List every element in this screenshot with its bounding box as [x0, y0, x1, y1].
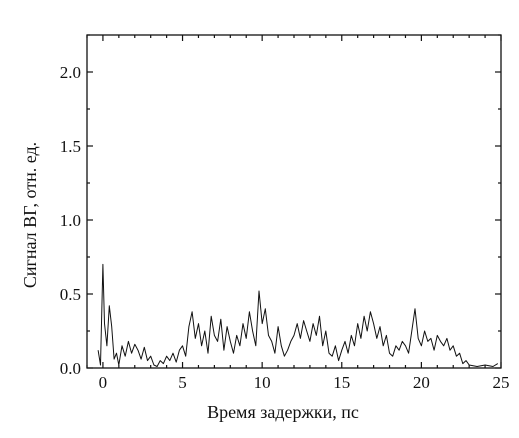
x-tick-label: 25: [493, 373, 510, 392]
x-tick-label: 0: [99, 373, 108, 392]
y-tick-label: 2.0: [60, 63, 81, 82]
x-tick-label: 20: [413, 373, 430, 392]
plot-frame: [86, 34, 502, 369]
y-axis-title: Сигнал ВГ, отн. ед.: [20, 142, 40, 288]
y-tick-label: 1.0: [60, 211, 81, 230]
x-tick-label: 5: [178, 373, 187, 392]
ticks: [86, 34, 502, 369]
x-tick-label: 10: [254, 373, 271, 392]
y-tick-label: 1.5: [60, 137, 81, 156]
tick-labels: 0 5 10 15 20 25 0.0 0.5 1.0 1.5 2.0: [60, 63, 510, 392]
x-axis-title: Время задержки, пс: [207, 402, 359, 422]
x-tick-label: 15: [333, 373, 350, 392]
series-line: [97, 263, 499, 367]
y-tick-label: 0.5: [60, 285, 81, 304]
y-tick-label: 0.0: [60, 359, 81, 378]
